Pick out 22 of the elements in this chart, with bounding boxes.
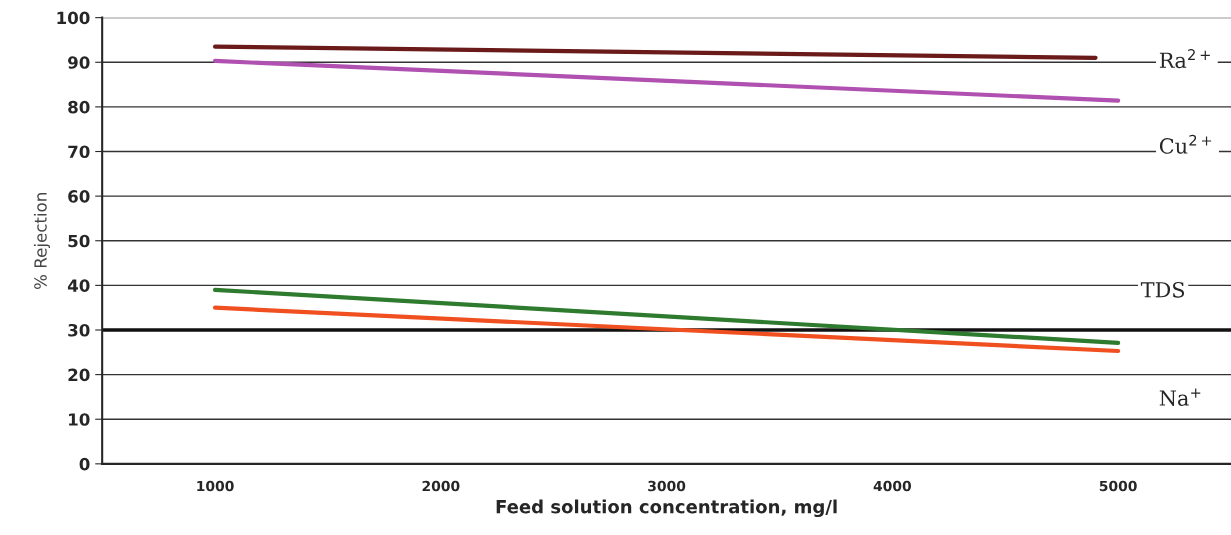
- annotation: Ra$^{2+}$: [1159, 49, 1210, 69]
- x-tick-label: 5000: [1099, 480, 1137, 492]
- y-tick-label: 100: [57, 11, 90, 25]
- y-tick-label: 70: [68, 145, 90, 159]
- annotation: Cu$^{2+}$: [1159, 134, 1212, 154]
- x-axis-title: Feed solution concentration, mg/l: [496, 499, 837, 518]
- y-tick-label: 80: [68, 100, 90, 114]
- x-tick-label: 2000: [422, 480, 460, 492]
- x-tick-label: 3000: [648, 480, 686, 492]
- x-tick-label: 4000: [873, 480, 912, 492]
- annotation: TDS: [1140, 281, 1185, 298]
- y-tick-label: 60: [68, 190, 90, 203]
- x-tick-label: 1000: [197, 480, 234, 492]
- annotation: Na$^{+}$: [1159, 388, 1201, 406]
- y-tick-label: 30: [68, 323, 90, 337]
- y-tick-label: 20: [68, 368, 90, 382]
- y-axis-title: % Rejection: [33, 193, 51, 289]
- y-tick-label: 90: [68, 56, 90, 69]
- y-tick-label: 10: [69, 413, 90, 426]
- y-tick-label: 50: [68, 234, 90, 248]
- y-tick-label: 0: [79, 457, 90, 471]
- y-tick-label: 40: [67, 279, 90, 292]
